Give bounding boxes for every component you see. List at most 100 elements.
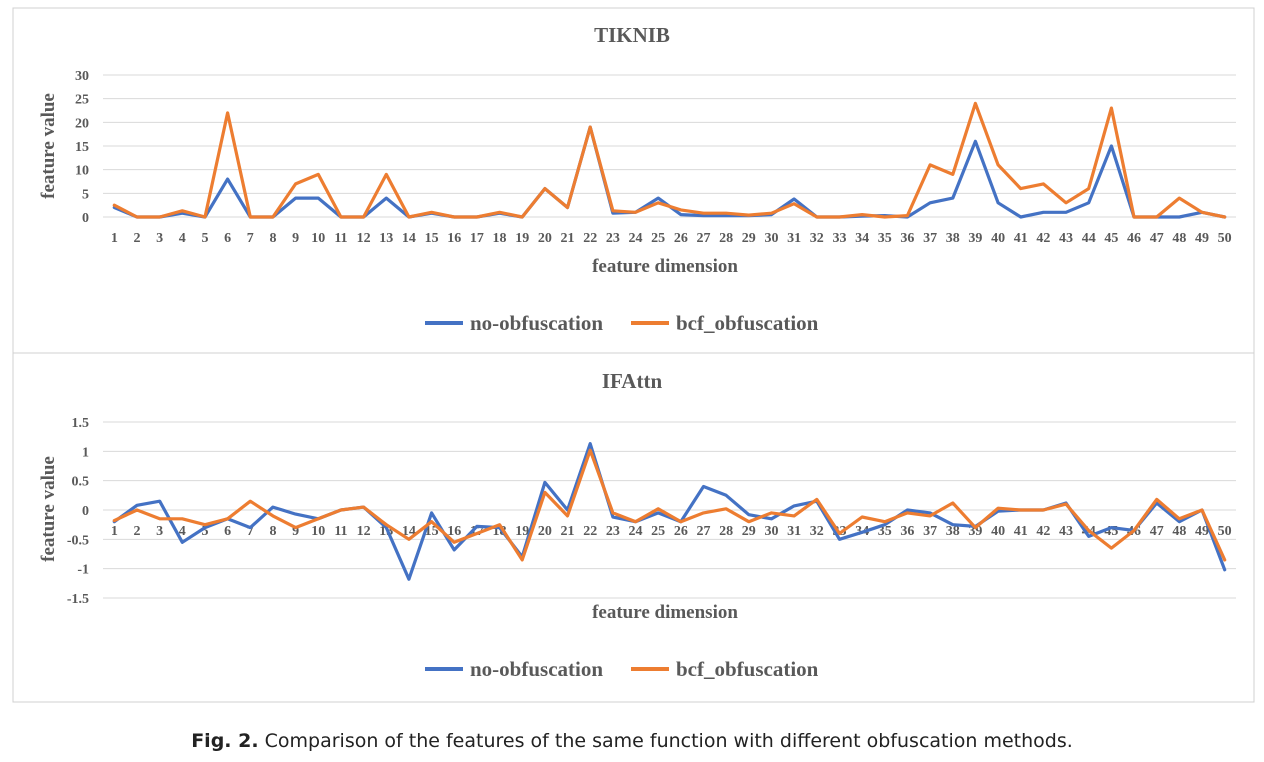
x-tick-label: 33 xyxy=(832,231,846,246)
x-tick-label: 4 xyxy=(179,524,186,539)
x-tick-label: 12 xyxy=(357,231,371,246)
x-tick-label: 26 xyxy=(674,524,688,539)
chart-title: TIKNIB xyxy=(594,23,670,47)
x-tick-label: 50 xyxy=(1218,524,1232,539)
x-tick-label: 25 xyxy=(651,524,665,539)
y-tick-label: 0 xyxy=(82,504,89,519)
x-tick-label: 44 xyxy=(1082,231,1096,246)
x-tick-label: 7 xyxy=(247,524,254,539)
x-tick-label: 6 xyxy=(224,231,231,246)
x-tick-label: 14 xyxy=(402,231,416,246)
x-tick-label: 2 xyxy=(133,231,140,246)
x-tick-label: 35 xyxy=(878,231,892,246)
y-tick-label: 1.5 xyxy=(72,416,90,431)
x-tick-label: 22 xyxy=(583,231,597,246)
y-tick-label: -1.5 xyxy=(67,592,89,607)
y-tick-label: 25 xyxy=(75,93,89,108)
x-tick-label: 42 xyxy=(1036,231,1050,246)
x-tick-label: 45 xyxy=(1104,231,1118,246)
x-tick-label: 34 xyxy=(855,231,869,246)
legend-label-2: bcf_obfuscation xyxy=(676,657,819,681)
x-tick-label: 48 xyxy=(1172,524,1186,539)
x-tick-label: 21 xyxy=(561,524,575,539)
caption-label: Fig. 2. xyxy=(191,730,259,752)
x-tick-label: 30 xyxy=(764,231,778,246)
y-tick-label: -1 xyxy=(77,563,89,578)
x-tick-label: 26 xyxy=(674,231,688,246)
x-tick-label: 6 xyxy=(224,524,231,539)
x-tick-label: 4 xyxy=(179,231,186,246)
x-tick-label: 3 xyxy=(156,524,163,539)
y-tick-label: 1 xyxy=(82,445,89,460)
x-tick-label: 19 xyxy=(515,524,529,539)
y-tick-label: -0.5 xyxy=(67,533,89,548)
x-axis-label: feature dimension xyxy=(592,602,738,623)
caption-text: Comparison of the features of the same f… xyxy=(264,730,1073,752)
x-tick-label: 2 xyxy=(133,524,140,539)
x-tick-label: 9 xyxy=(292,231,299,246)
chart-frame xyxy=(12,7,1255,354)
series-line-2 xyxy=(112,448,1227,562)
x-tick-label: 32 xyxy=(810,524,824,539)
legend-label-1: no-obfuscation xyxy=(470,657,603,681)
x-tick-label: 10 xyxy=(311,524,325,539)
x-tick-label: 11 xyxy=(334,524,347,539)
x-tick-label: 37 xyxy=(923,524,937,539)
x-tick-label: 32 xyxy=(810,231,824,246)
x-tick-label: 17 xyxy=(470,231,484,246)
x-tick-label: 16 xyxy=(447,231,461,246)
x-tick-label: 38 xyxy=(946,231,960,246)
x-tick-label: 16 xyxy=(447,524,461,539)
x-tick-label: 9 xyxy=(292,524,299,539)
x-tick-label: 31 xyxy=(787,524,801,539)
x-tick-label: 40 xyxy=(991,524,1005,539)
x-tick-label: 8 xyxy=(269,524,276,539)
x-tick-label: 15 xyxy=(425,231,439,246)
x-tick-label: 40 xyxy=(991,231,1005,246)
x-tick-label: 24 xyxy=(629,524,643,539)
y-tick-label: 5 xyxy=(82,187,89,202)
x-tick-label: 3 xyxy=(156,231,163,246)
figure-caption: Fig. 2. Comparison of the features of th… xyxy=(0,730,1264,752)
y-axis-label: feature value xyxy=(38,456,59,562)
y-axis-label: feature value xyxy=(38,93,59,199)
y-tick-label: 0.5 xyxy=(72,475,90,490)
x-tick-label: 41 xyxy=(1014,524,1028,539)
x-tick-label: 29 xyxy=(742,524,756,539)
x-tick-label: 1 xyxy=(111,524,118,539)
x-tick-label: 23 xyxy=(606,231,620,246)
x-tick-label: 5 xyxy=(201,231,208,246)
chart-title: IFAttn xyxy=(602,369,663,393)
x-tick-label: 29 xyxy=(742,231,756,246)
x-tick-label: 31 xyxy=(787,231,801,246)
x-tick-label: 13 xyxy=(379,231,393,246)
x-tick-label: 23 xyxy=(606,524,620,539)
x-tick-label: 7 xyxy=(247,231,254,246)
chart-frame xyxy=(12,352,1255,703)
x-tick-label: 20 xyxy=(538,231,552,246)
y-tick-label: 0 xyxy=(82,211,89,226)
x-tick-label: 42 xyxy=(1036,524,1050,539)
x-tick-label: 12 xyxy=(357,524,371,539)
x-tick-label: 1 xyxy=(111,231,118,246)
x-tick-label: 47 xyxy=(1150,524,1164,539)
y-tick-label: 20 xyxy=(75,116,89,131)
x-tick-label: 49 xyxy=(1195,524,1209,539)
series-line-2 xyxy=(112,101,1227,219)
x-axis-label: feature dimension xyxy=(592,256,738,277)
x-tick-label: 25 xyxy=(651,231,665,246)
x-tick-label: 46 xyxy=(1127,231,1141,246)
x-tick-label: 24 xyxy=(629,231,643,246)
x-tick-label: 22 xyxy=(583,524,597,539)
y-tick-label: 15 xyxy=(75,140,89,155)
x-tick-label: 39 xyxy=(968,524,982,539)
x-tick-label: 36 xyxy=(900,524,914,539)
legend-label-1: no-obfuscation xyxy=(470,311,603,335)
x-tick-label: 35 xyxy=(878,524,892,539)
x-tick-label: 5 xyxy=(201,524,208,539)
y-tick-label: 30 xyxy=(75,69,89,84)
x-tick-label: 27 xyxy=(696,231,710,246)
x-tick-label: 30 xyxy=(764,524,778,539)
